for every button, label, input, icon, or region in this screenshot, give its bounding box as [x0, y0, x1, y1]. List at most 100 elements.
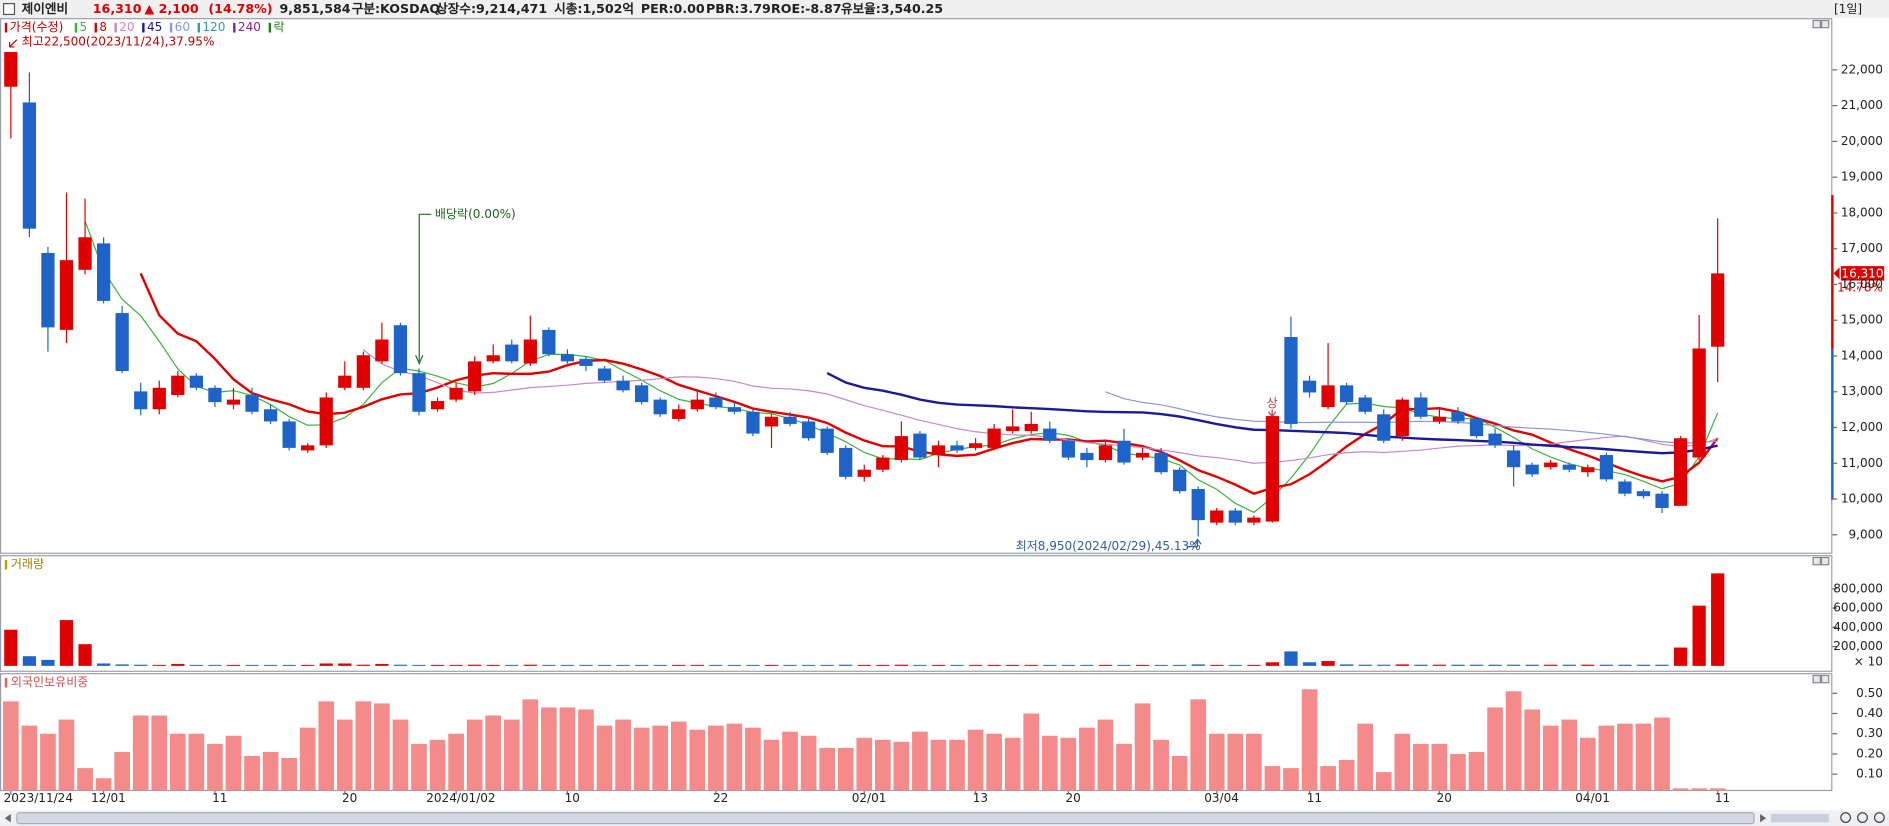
volume-bar [1488, 664, 1502, 666]
volume-bar [115, 664, 129, 666]
candle-body [801, 421, 816, 439]
y-tick-label: 15,000 [1841, 313, 1883, 327]
bar [1524, 709, 1540, 791]
roe: ROE:-8.87 [771, 1, 842, 16]
dividend-label: 배당락(0.00%) [435, 207, 516, 221]
volume-bar [783, 664, 797, 666]
scroll-left[interactable] [4, 813, 11, 823]
pane-max[interactable] [1812, 674, 1821, 684]
zoom-in[interactable] [1857, 812, 1868, 823]
bar [689, 729, 706, 791]
bar [708, 725, 724, 791]
foreign-title: 외국인보유비중 [11, 675, 89, 689]
volume-bar [1117, 664, 1131, 666]
volume-bar [931, 664, 946, 666]
volume-bar [1395, 664, 1409, 666]
bar [1617, 723, 1633, 791]
zoom-out[interactable] [1840, 812, 1852, 823]
volume-bar [1581, 664, 1595, 666]
legend-marker [4, 22, 8, 33]
bar [58, 719, 75, 791]
volume-bar [1265, 662, 1280, 666]
legend-ma: 60 [175, 20, 190, 34]
pbr: PBR:3.79 [706, 1, 771, 16]
candle-body [356, 355, 370, 388]
candle-body [59, 260, 74, 330]
scroll-right[interactable] [1760, 813, 1767, 823]
volume-bar [913, 664, 927, 666]
legend-marker [142, 22, 145, 33]
y-tick-label: 16,000 [1841, 277, 1883, 291]
bar [1375, 772, 1392, 791]
pane-close[interactable] [1820, 19, 1830, 29]
volume-bar [820, 664, 834, 666]
bar [1320, 766, 1336, 791]
candle-body [690, 399, 704, 410]
candle-body [412, 373, 426, 412]
bar [1394, 733, 1411, 791]
volume-bar [301, 664, 315, 666]
zoom-reset[interactable] [1873, 812, 1885, 823]
bar [1413, 743, 1429, 791]
x-tick-label: 20 [1437, 791, 1452, 805]
candle-body [1395, 399, 1409, 437]
y-tick-label: 21,000 [1841, 98, 1883, 112]
candle-body [1321, 385, 1335, 408]
candle-body [1432, 416, 1447, 422]
candle-body [1618, 481, 1632, 494]
volume-bar [1154, 664, 1168, 666]
high-label: 최고22,500(2023/11/24),37.95% [22, 35, 215, 49]
candle-body [987, 428, 1001, 448]
bar [726, 723, 743, 791]
volume-bar [59, 620, 74, 666]
zoom-slider[interactable] [1770, 813, 1829, 823]
reserve: 유보율:3,540.25 [841, 1, 943, 16]
bar [1190, 699, 1207, 791]
pane-close[interactable] [1820, 674, 1830, 684]
bar [1635, 723, 1652, 791]
candle-body [1061, 440, 1075, 458]
candle-body [468, 361, 482, 392]
bar [1153, 739, 1169, 791]
bar [893, 741, 910, 791]
candle-body [96, 243, 111, 301]
x-tick-label: 20 [342, 791, 357, 805]
shares: 상장수:9,214,471 [436, 1, 547, 16]
volume-bar [616, 664, 630, 666]
bar [485, 715, 502, 791]
candle-body [430, 401, 445, 410]
volume-bar [690, 664, 704, 666]
bar [1023, 713, 1040, 791]
scroll-thumb[interactable] [16, 812, 1755, 825]
candle-body [1506, 450, 1521, 468]
volume-bar [727, 664, 742, 666]
volume-bar [1228, 664, 1242, 666]
pane-max[interactable] [1812, 556, 1821, 566]
bar [169, 733, 186, 791]
legend-extra: 락 [273, 20, 284, 34]
bar [652, 725, 669, 791]
bar [77, 768, 93, 791]
candle-body [1581, 467, 1595, 473]
volume-bar [1673, 647, 1688, 666]
price-tag-text: 16,310 [1841, 266, 1883, 280]
candle-body [709, 397, 723, 408]
candle-body [1080, 452, 1094, 461]
volume-bar [1525, 664, 1539, 666]
pane-max[interactable] [1812, 19, 1821, 29]
candle-body [189, 375, 203, 388]
bar [745, 727, 761, 791]
bar [559, 707, 576, 791]
price-tag [1840, 266, 1885, 281]
bar [1004, 737, 1021, 791]
candle-body [672, 409, 686, 419]
bar [40, 733, 56, 791]
pane-close[interactable] [1820, 556, 1830, 566]
checkbox[interactable] [3, 3, 16, 16]
period-button[interactable]: [1일] [1834, 2, 1862, 16]
candle-body [1673, 438, 1688, 506]
volume-bar [226, 664, 241, 666]
candle-body [635, 385, 649, 403]
bar [800, 735, 817, 791]
